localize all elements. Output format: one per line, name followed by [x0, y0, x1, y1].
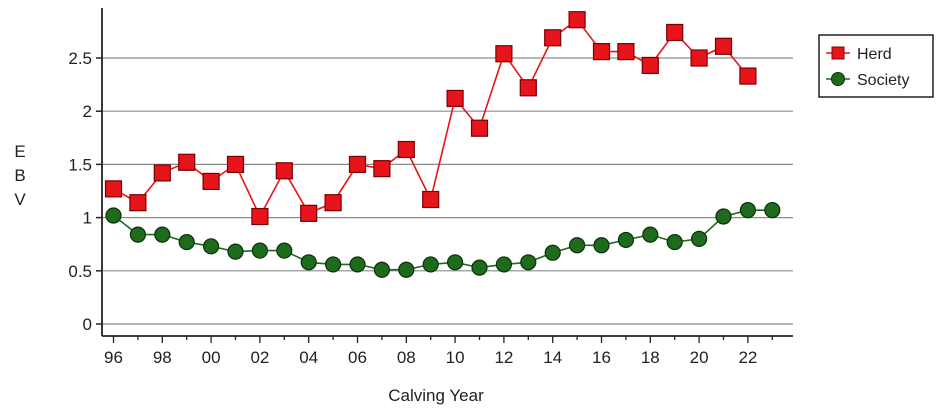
society-point — [593, 237, 610, 254]
society-point — [764, 202, 781, 219]
herd-point — [714, 37, 733, 55]
y-axis-title-group: E B V — [14, 142, 26, 209]
society-point — [276, 242, 293, 259]
legend-society-marker — [831, 72, 845, 86]
y-tick-label: 1.5 — [68, 155, 92, 174]
y-tick-label: 2.5 — [68, 49, 92, 68]
x-tick-label: 16 — [592, 348, 611, 367]
herd-point — [617, 43, 635, 61]
axes — [96, 8, 793, 343]
herd-point — [739, 67, 757, 85]
society-point — [251, 242, 268, 259]
y-axis-title-letter-b: B — [14, 166, 25, 185]
herd-point — [446, 89, 464, 108]
herd-point — [129, 194, 147, 212]
x-tick-label: 14 — [543, 348, 562, 367]
x-tick-label: 06 — [348, 348, 367, 367]
herd-point — [324, 194, 342, 212]
x-tick-label: 18 — [641, 348, 660, 367]
society-point — [398, 261, 415, 278]
y-axis-title-letter-v: V — [14, 190, 26, 209]
society-point — [447, 254, 464, 271]
society-point — [300, 254, 317, 271]
society-point — [105, 207, 122, 224]
x-tick-label: 00 — [202, 348, 221, 367]
society-point — [690, 230, 708, 247]
legend-herd-label: Herd — [857, 46, 892, 63]
herd-point — [470, 119, 489, 137]
herd-point — [104, 180, 123, 198]
herd-point — [202, 172, 220, 191]
series-group — [104, 11, 781, 278]
society-point — [715, 208, 732, 225]
x-tick-label: 96 — [104, 348, 123, 367]
x-tick-label: 10 — [446, 348, 465, 367]
society-point — [471, 259, 488, 276]
x-tick-label: 22 — [738, 348, 757, 367]
herd-point — [666, 23, 684, 42]
y-tick-label: 2 — [83, 102, 92, 121]
x-tick-label: 08 — [397, 348, 416, 367]
herd-point — [178, 153, 196, 171]
herd-point — [568, 11, 586, 29]
society-line — [113, 209, 773, 271]
society-point — [178, 233, 195, 251]
society-point — [422, 256, 439, 273]
x-tick-label: 02 — [250, 348, 269, 367]
y-tick-label: 0.5 — [68, 262, 92, 281]
legend-box — [818, 34, 934, 98]
herd-point — [690, 49, 708, 67]
society-point — [325, 256, 342, 273]
herd-point — [592, 43, 611, 61]
legend-society-label: Society — [857, 72, 909, 89]
tick-labels: 0 0.5 1 1.5 2 2.5 96 98 00 02 04 06 08 10 12 14 16 18 20 22 — [68, 49, 757, 367]
legend-herd-marker — [831, 46, 845, 60]
society-point — [739, 202, 757, 219]
x-axis-title-group: Calving Year — [388, 386, 484, 405]
society-point — [520, 254, 537, 271]
x-tick-label: 20 — [690, 348, 709, 367]
x-axis-title: Calving Year — [388, 386, 484, 405]
y-axis-title-letter-e: E — [14, 142, 25, 161]
society-point — [666, 233, 683, 251]
y-tick-label: 0 — [83, 315, 92, 334]
herd-point — [422, 190, 440, 209]
society-point — [203, 238, 220, 255]
society-point — [227, 243, 244, 260]
herd-point — [300, 204, 318, 222]
series-society — [105, 202, 781, 278]
x-tick-label: 98 — [153, 348, 172, 367]
society-point — [544, 244, 561, 261]
society-point — [129, 226, 146, 243]
herd-point — [348, 155, 367, 173]
legend: Herd Society — [818, 34, 934, 98]
series-herd — [104, 11, 757, 226]
herd-point — [519, 79, 537, 97]
herd-point — [544, 29, 562, 47]
society-point — [373, 261, 390, 278]
society-point — [349, 256, 366, 273]
society-point — [617, 231, 635, 249]
society-point — [495, 256, 512, 273]
x-tick-label: 04 — [299, 348, 318, 367]
y-tick-label: 1 — [83, 209, 92, 228]
herd-point — [641, 56, 659, 75]
society-point — [568, 237, 586, 254]
x-tick-label: 12 — [494, 348, 513, 367]
herd-point — [251, 207, 269, 226]
herd-point — [397, 140, 415, 159]
herd-point — [226, 155, 245, 173]
grid-lines — [102, 57, 793, 325]
herd-point — [275, 162, 293, 180]
herd-point — [373, 160, 391, 178]
herd-point — [153, 164, 171, 182]
society-point — [154, 226, 171, 243]
herd-point — [495, 45, 513, 63]
society-point — [642, 226, 659, 243]
